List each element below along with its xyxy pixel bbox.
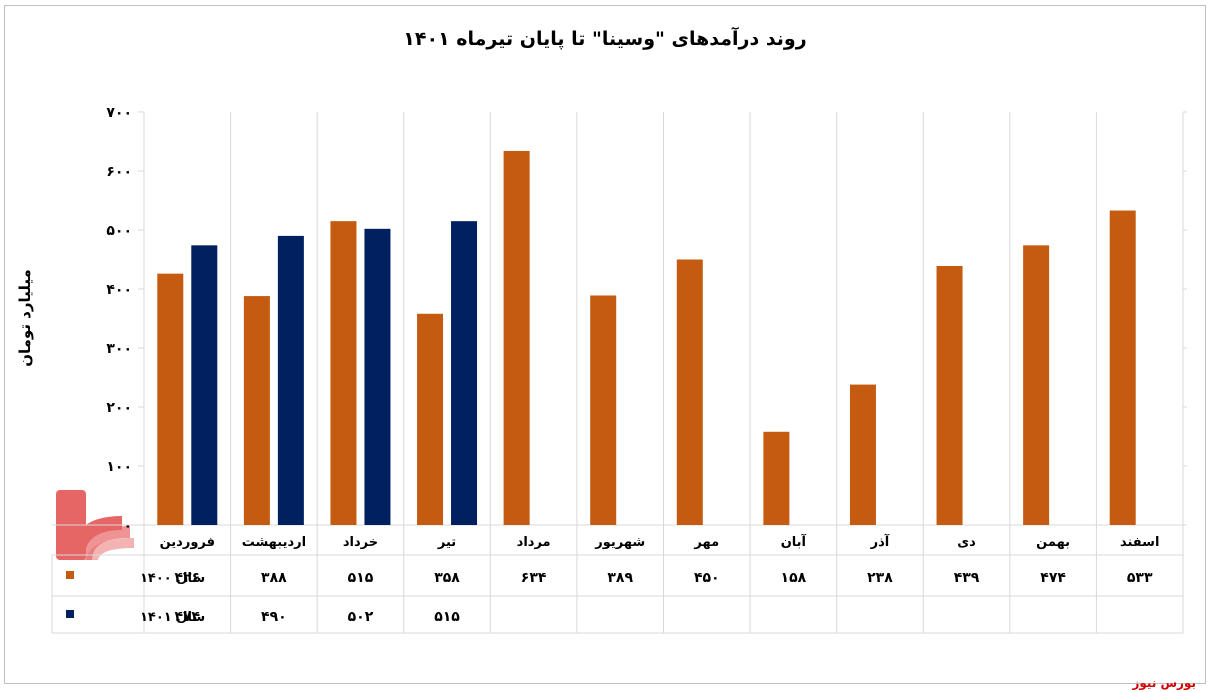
x-tick-label: شهریور [594, 535, 645, 550]
bar-1 [676, 259, 703, 525]
bar-1 [763, 431, 790, 525]
bar-1 [243, 296, 270, 525]
data-label: ۴۹۰ [261, 609, 287, 625]
data-label: ۵۳۳ [1127, 570, 1153, 586]
source-label: بورس نیوز [1132, 676, 1196, 690]
bar-2 [364, 228, 391, 525]
bar-1 [849, 384, 876, 525]
data-label: ۵۱۵ [348, 570, 374, 586]
data-label: ۴۷۴ [174, 609, 200, 625]
legend-label: سال ۱۴۰۰ [140, 571, 205, 586]
data-label: ۵۰۲ [348, 609, 374, 625]
x-tick-label: بهمن [1036, 535, 1070, 550]
chart-title: روند درآمدهای "وسینا" تا پایان تیرماه ۱۴… [403, 28, 807, 50]
bar-1 [503, 150, 530, 525]
y-tick-label: ۴۰۰ [106, 282, 132, 298]
y-axis-title: میلیارد تومان [16, 269, 34, 367]
legend-key [66, 610, 74, 618]
bar-2 [277, 235, 304, 525]
bar-1 [330, 221, 357, 525]
data-label: ۴۲۶ [174, 570, 200, 586]
data-label: ۴۳۹ [954, 570, 980, 586]
data-label: ۱۵۸ [781, 570, 807, 586]
bar-2 [191, 245, 218, 525]
data-label: ۴۵۰ [694, 570, 720, 586]
data-label: ۳۸۸ [261, 570, 287, 586]
x-tick-label: اسفند [1120, 535, 1159, 550]
bar-2 [451, 221, 478, 525]
x-tick-label: خرداد [343, 535, 378, 550]
x-tick-label: آذر [870, 533, 890, 550]
x-tick-label: آبان [781, 533, 807, 550]
x-tick-label: مهر [693, 535, 719, 550]
x-tick-label: فروردین [160, 535, 215, 550]
data-label: ۶۳۴ [521, 570, 547, 586]
y-tick-label: ۰ [123, 518, 132, 534]
legend-label: سال ۱۴۰۱ [140, 610, 205, 625]
x-tick-label: دی [957, 535, 976, 550]
bar-1 [1109, 210, 1136, 525]
x-tick-label: اردیبهشت [242, 535, 306, 550]
bar-1 [590, 295, 617, 525]
bar-1 [157, 273, 184, 525]
x-tick-label: مرداد [517, 535, 551, 550]
data-label: ۳۵۸ [434, 570, 460, 586]
bar-1 [936, 265, 963, 525]
bar-1 [417, 313, 444, 525]
data-label: ۵۱۵ [434, 609, 460, 625]
legend-key [66, 571, 74, 579]
data-label: ۲۳۸ [867, 570, 893, 586]
y-tick-label: ۶۰۰ [106, 164, 132, 180]
y-tick-label: ۱۰۰ [106, 459, 132, 475]
x-tick-label: تیر [437, 535, 456, 550]
y-tick-label: ۳۰۰ [106, 341, 132, 357]
bar-1 [1023, 245, 1050, 525]
y-tick-label: ۷۰۰ [106, 105, 132, 121]
y-tick-label: ۵۰۰ [106, 223, 132, 239]
y-tick-label: ۲۰۰ [106, 400, 132, 416]
data-label: ۳۸۹ [607, 570, 633, 586]
data-label: ۴۷۴ [1040, 570, 1066, 586]
